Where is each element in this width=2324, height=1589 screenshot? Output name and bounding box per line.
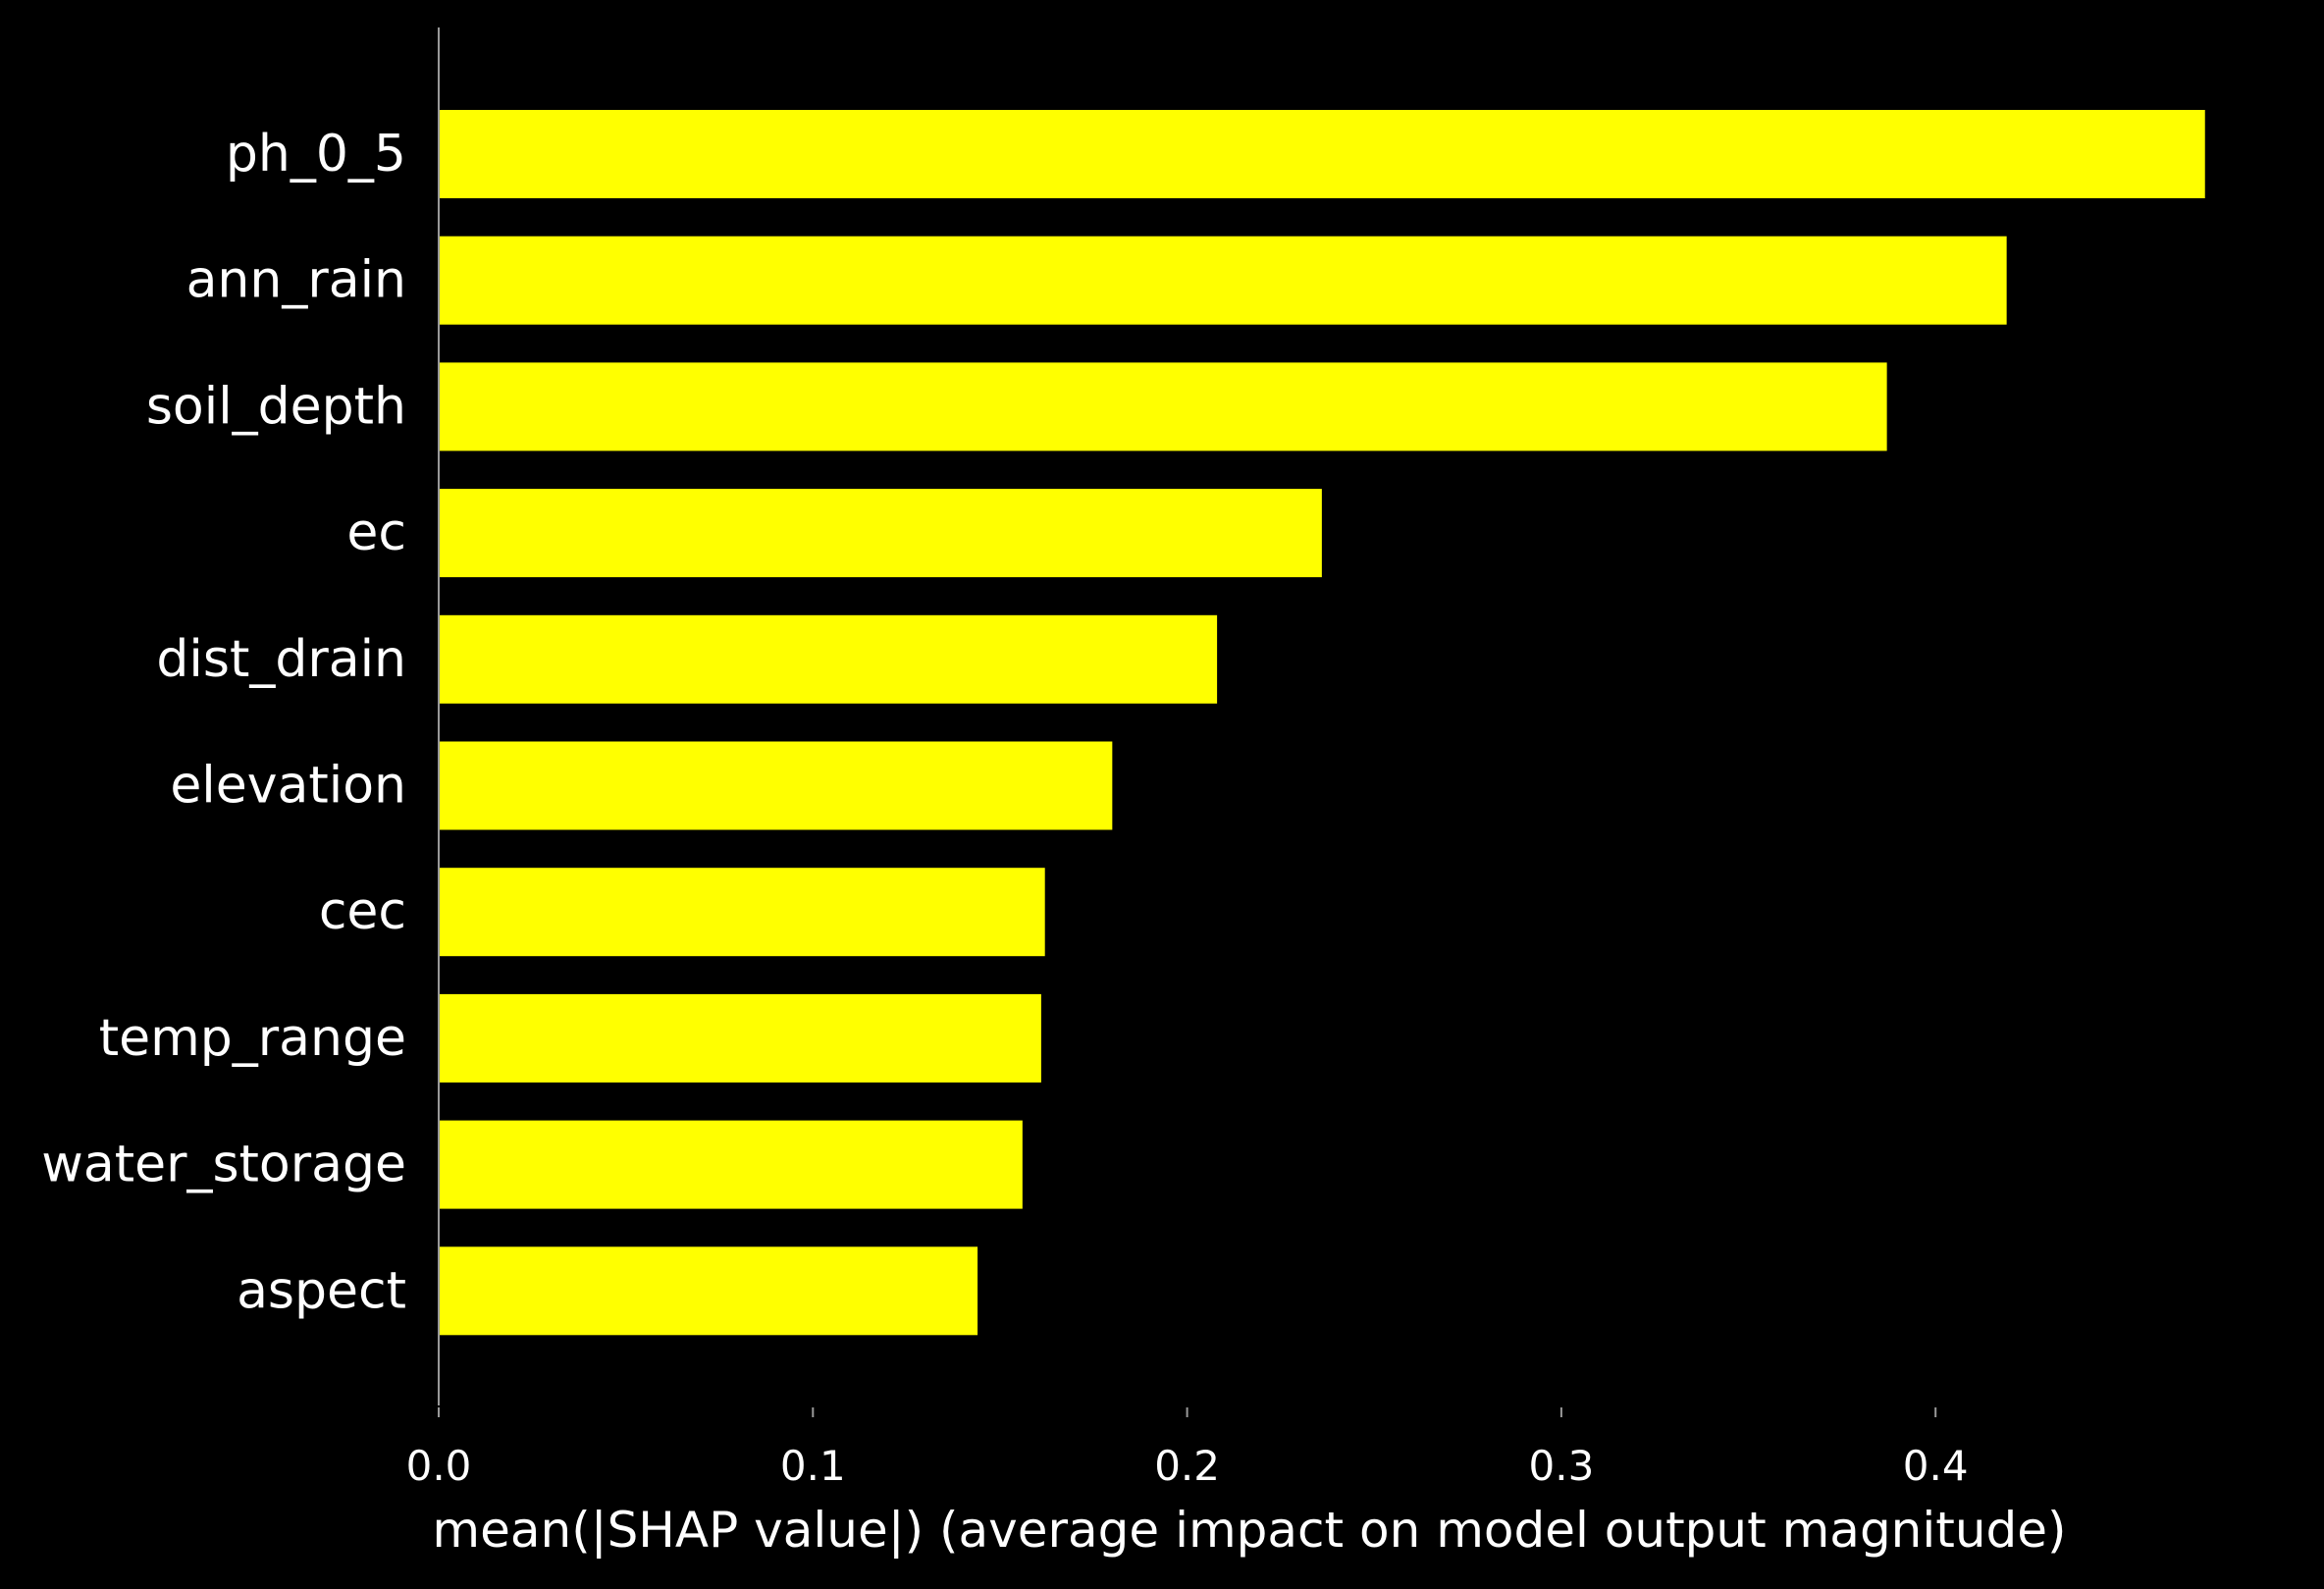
bar-ph-0-5 xyxy=(439,110,2205,198)
x-tick-label: 0.1 xyxy=(780,1442,846,1490)
bar-ec xyxy=(439,489,1322,578)
category-label-ann-rain: ann_rain xyxy=(186,251,406,310)
x-tick-label: 0.3 xyxy=(1529,1442,1595,1490)
x-tick-label: 0.2 xyxy=(1154,1442,1220,1490)
bar-cec xyxy=(439,868,1045,957)
category-label-cec: cec xyxy=(319,882,406,941)
category-label-ec: ec xyxy=(346,503,406,562)
x-axis-ticks: 0.0 0.1 0.2 0.3 0.4 xyxy=(406,1407,1969,1490)
bar-soil-depth xyxy=(439,362,1887,451)
x-tick-label: 0.0 xyxy=(406,1442,472,1490)
bars xyxy=(439,110,2205,1336)
bar-temp-range xyxy=(439,993,1041,1083)
bar-water-storage xyxy=(439,1120,1023,1209)
category-label-ph-0-5: ph_0_5 xyxy=(226,125,406,184)
category-label-soil-depth: soil_depth xyxy=(146,377,406,436)
bar-aspect xyxy=(439,1246,978,1336)
category-label-elevation: elevation xyxy=(170,757,406,816)
x-axis-label: mean(|SHAP value|) (average impact on mo… xyxy=(432,1502,2066,1559)
bar-elevation xyxy=(439,741,1113,830)
category-label-temp-range: temp_range xyxy=(99,1009,406,1068)
x-tick-label: 0.4 xyxy=(1903,1442,1969,1490)
category-label-water-storage: water_storage xyxy=(41,1136,406,1194)
bar-ann-rain xyxy=(439,236,2007,325)
category-label-dist-drain: dist_drain xyxy=(156,630,406,689)
bar-dist-drain xyxy=(439,614,1218,704)
category-label-aspect: aspect xyxy=(237,1261,406,1320)
